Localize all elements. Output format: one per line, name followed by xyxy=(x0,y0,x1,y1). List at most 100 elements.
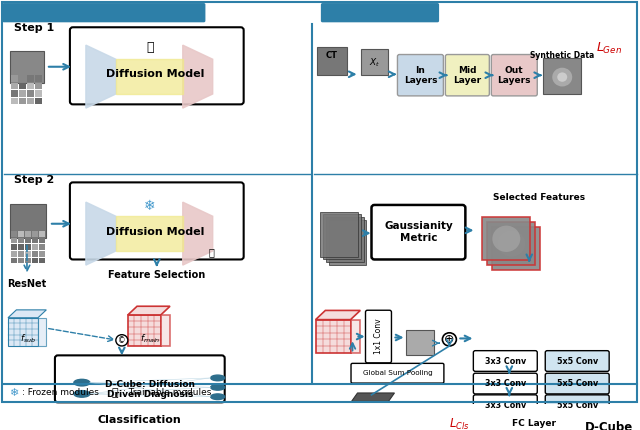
Bar xyxy=(18,231,24,237)
Ellipse shape xyxy=(211,384,225,390)
Bar xyxy=(35,90,42,97)
Bar xyxy=(32,231,38,237)
Text: ⊕: ⊕ xyxy=(444,333,454,346)
Bar xyxy=(10,51,44,83)
Text: 🔒: 🔒 xyxy=(209,247,214,257)
Text: 🔥: 🔥 xyxy=(111,388,118,398)
Bar xyxy=(18,238,24,243)
FancyBboxPatch shape xyxy=(365,310,392,363)
Bar xyxy=(328,220,367,265)
Bar xyxy=(25,251,31,257)
Text: Global Sum Pooling: Global Sum Pooling xyxy=(363,370,433,376)
FancyBboxPatch shape xyxy=(371,205,465,259)
Text: 1. Overall Architecture: 1. Overall Architecture xyxy=(28,6,179,19)
Bar xyxy=(19,98,26,104)
FancyBboxPatch shape xyxy=(471,412,597,430)
Polygon shape xyxy=(116,59,183,94)
Polygon shape xyxy=(128,306,170,315)
Circle shape xyxy=(492,226,520,252)
Bar xyxy=(25,244,31,250)
Polygon shape xyxy=(316,319,351,353)
Text: ❄: ❄ xyxy=(144,199,156,213)
Bar xyxy=(27,83,34,89)
Text: ©: © xyxy=(118,336,125,345)
FancyBboxPatch shape xyxy=(445,55,490,96)
Text: CT: CT xyxy=(326,51,337,60)
Text: D-Cube: Diffusion: D-Cube: Diffusion xyxy=(105,380,195,389)
Text: 5x5 Conv: 5x5 Conv xyxy=(557,356,598,366)
Bar xyxy=(39,244,45,250)
Bar xyxy=(11,90,18,97)
Ellipse shape xyxy=(74,390,90,397)
Bar xyxy=(18,244,24,250)
FancyBboxPatch shape xyxy=(351,363,444,383)
Bar xyxy=(18,251,24,257)
Bar xyxy=(19,75,26,82)
Text: 5x5 Conv: 5x5 Conv xyxy=(557,401,598,410)
Text: Synthetic Data: Synthetic Data xyxy=(530,51,595,60)
Text: FC Layer: FC Layer xyxy=(512,418,556,427)
Text: $f_{sub}$: $f_{sub}$ xyxy=(20,333,36,345)
Text: 🔥: 🔥 xyxy=(146,40,154,53)
Polygon shape xyxy=(183,202,212,265)
Text: Feature Selection: Feature Selection xyxy=(108,270,205,280)
Bar xyxy=(319,212,358,257)
FancyBboxPatch shape xyxy=(70,27,244,104)
Bar xyxy=(360,49,388,75)
Bar xyxy=(11,238,17,243)
Bar xyxy=(543,58,581,94)
Polygon shape xyxy=(8,318,38,346)
Bar xyxy=(32,238,38,243)
Ellipse shape xyxy=(211,394,225,399)
Polygon shape xyxy=(86,202,116,265)
Text: 3x3 Conv: 3x3 Conv xyxy=(484,356,526,366)
Text: $f_{main}$: $f_{main}$ xyxy=(140,333,160,345)
Text: Diffusion Model: Diffusion Model xyxy=(106,227,204,237)
FancyBboxPatch shape xyxy=(545,350,609,372)
Text: $L_{Gen}$: $L_{Gen}$ xyxy=(596,41,622,56)
Polygon shape xyxy=(316,310,360,319)
Bar xyxy=(27,75,34,82)
Text: Step 2: Step 2 xyxy=(14,175,54,185)
Text: CT: CT xyxy=(326,86,337,95)
Circle shape xyxy=(552,68,572,86)
Polygon shape xyxy=(8,310,46,318)
FancyBboxPatch shape xyxy=(474,395,537,415)
Bar xyxy=(35,75,42,82)
Bar xyxy=(19,83,26,89)
FancyBboxPatch shape xyxy=(55,355,225,402)
Bar xyxy=(11,244,17,250)
FancyBboxPatch shape xyxy=(545,373,609,394)
Text: Diffusion Model: Diffusion Model xyxy=(106,69,204,79)
Bar xyxy=(18,258,24,263)
Bar xyxy=(39,231,45,237)
Bar xyxy=(326,217,364,262)
Text: ResNet: ResNet xyxy=(7,279,47,289)
Text: In
Layers: In Layers xyxy=(404,65,437,85)
Text: : Trainable modules: : Trainable modules xyxy=(123,388,211,397)
Polygon shape xyxy=(183,45,212,108)
Text: : Frozen modules: : Frozen modules xyxy=(22,388,99,397)
Bar xyxy=(39,238,45,243)
FancyBboxPatch shape xyxy=(321,4,438,22)
Bar xyxy=(25,231,31,237)
Text: 1x1 Conv: 1x1 Conv xyxy=(374,319,383,354)
Text: $L_{Cls}$: $L_{Cls}$ xyxy=(449,416,470,430)
Bar xyxy=(11,231,17,237)
Bar xyxy=(39,251,45,257)
FancyBboxPatch shape xyxy=(397,55,444,96)
Bar xyxy=(27,90,34,97)
Bar xyxy=(25,258,31,263)
Text: Gaussianity
Metric: Gaussianity Metric xyxy=(384,221,453,243)
FancyBboxPatch shape xyxy=(3,4,205,22)
Polygon shape xyxy=(161,315,170,346)
Polygon shape xyxy=(86,45,116,108)
Bar xyxy=(10,204,46,238)
Text: Driven Diagnosis: Driven Diagnosis xyxy=(107,390,193,399)
Bar xyxy=(32,251,38,257)
FancyBboxPatch shape xyxy=(474,350,537,372)
Bar xyxy=(11,83,18,89)
Bar xyxy=(32,244,38,250)
FancyBboxPatch shape xyxy=(70,182,244,259)
FancyBboxPatch shape xyxy=(474,373,537,394)
